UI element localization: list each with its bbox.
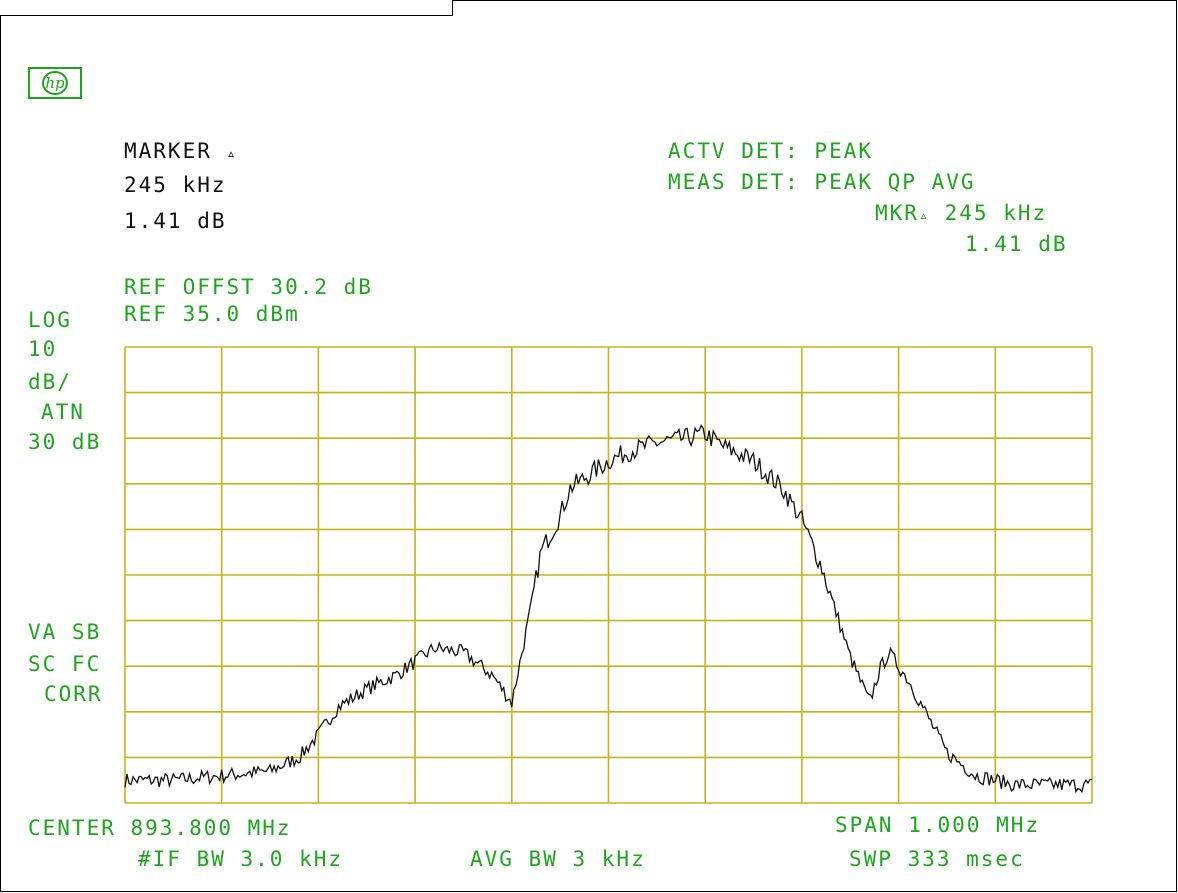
scale-mode: LOG [28, 308, 72, 332]
title-tab [0, 0, 453, 16]
reference-offset: REF OFFST 30.2 dB [124, 275, 373, 299]
span: SPAN 1.000 MHz [835, 813, 1041, 837]
measured-detector: MEAS DET: PEAK QP AVG [668, 170, 976, 194]
averaging-bandwidth: AVG BW 3 kHz [470, 847, 646, 871]
attenuation-label: ATN [41, 400, 85, 424]
delta-icon: ▵ [918, 206, 930, 224]
marker-label: MARKER ▵ [124, 139, 238, 163]
attenuation-value: 30 dB [28, 430, 102, 454]
graticule [124, 346, 1093, 804]
if-bandwidth: #IF BW 3.0 kHz [138, 847, 344, 871]
delta-icon: ▵ [226, 144, 238, 162]
scale-unit: dB/ [28, 370, 72, 394]
marker-level: 1.41 dB [124, 209, 227, 233]
marker-readout-frequency: MKR▵ 245 kHz [875, 201, 1048, 225]
trace-layer [124, 424, 1093, 794]
marker-readout-level: 1.41 dB [965, 232, 1068, 256]
scale-value: 10 [28, 337, 58, 361]
hp-logo-mark: hp [42, 71, 68, 95]
marker-frequency: 245 kHz [124, 173, 227, 197]
spectrum-trace [124, 424, 1093, 794]
svg-text:hp: hp [45, 74, 65, 92]
sweep-time: SWP 333 msec [849, 847, 1025, 871]
correction-indicator: CORR [44, 682, 103, 706]
hp-logo: hp [28, 67, 82, 99]
sc-fc-indicator: SC FC [28, 652, 102, 676]
center-frequency: CENTER 893.800 MHz [28, 816, 292, 840]
active-detector: ACTV DET: PEAK [668, 139, 874, 163]
reference-level: REF 35.0 dBm [124, 302, 300, 326]
va-sb-indicator: VA SB [28, 620, 102, 644]
